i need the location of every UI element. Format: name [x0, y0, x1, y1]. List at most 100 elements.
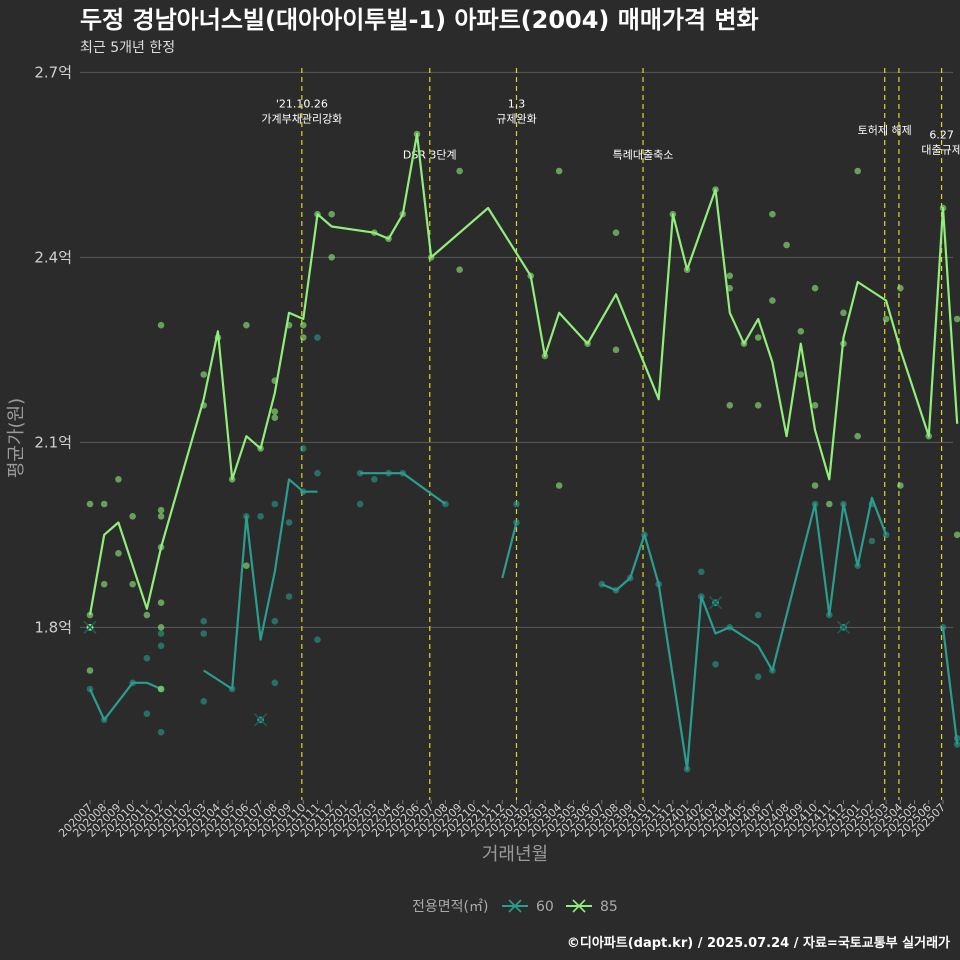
y-tick-label: 2.1억: [34, 433, 72, 451]
data-point: [157, 630, 165, 637]
data-point: [157, 624, 165, 631]
data-point: [157, 599, 165, 606]
series-line-85: [88, 132, 959, 616]
data-point: [371, 476, 378, 483]
data-point: [115, 550, 122, 557]
data-point: [100, 580, 108, 588]
data-point: [356, 500, 364, 508]
x-axis-label: 거래년월: [482, 844, 548, 865]
data-point: [825, 500, 833, 508]
y-tick-label: 1.8억: [34, 618, 72, 636]
data-point: [257, 513, 264, 520]
data-point: [854, 167, 861, 175]
data-point: [299, 321, 307, 329]
data-point: [328, 254, 335, 261]
data-point: [157, 685, 165, 693]
event-label: 1.3 규제완화: [496, 98, 536, 126]
data-point: [285, 593, 293, 600]
event-label: 토허제 해제: [858, 123, 912, 137]
data-point: [157, 321, 165, 329]
legend-item: 85: [566, 899, 618, 915]
data-point: [143, 611, 151, 619]
legend-label: 60: [536, 899, 554, 915]
data-point: [456, 266, 463, 273]
data-point: [754, 402, 762, 409]
y-tick-label: 2.4억: [34, 248, 72, 266]
data-point: [612, 346, 620, 354]
data-point: [200, 630, 208, 637]
data-point: [271, 617, 279, 625]
legend-item: 60: [502, 899, 554, 915]
data-point: [726, 402, 734, 409]
data-point: [271, 679, 279, 687]
data-point: [271, 408, 279, 415]
legend: 전용면적(㎡) 60 85: [412, 899, 618, 915]
data-point: [698, 568, 705, 576]
data-point: [143, 710, 151, 717]
event-label: 특례대출축소: [613, 149, 674, 162]
data-point: [328, 210, 335, 218]
data-point: [555, 167, 563, 175]
data-point: [200, 698, 208, 705]
data-point: [86, 500, 94, 508]
data-point: [115, 476, 122, 483]
data-point: [811, 482, 819, 489]
axes: 1.8억2.1억2.4억2.7억202007202008202009202010…: [34, 63, 948, 839]
data-point: [299, 334, 307, 341]
data-point: [314, 334, 321, 341]
data-point: [555, 482, 563, 489]
data-point: [200, 617, 208, 625]
data-point: [897, 482, 904, 489]
data-point: [754, 673, 762, 680]
data-layer: [83, 130, 960, 773]
data-point: [953, 315, 960, 323]
data-point: [86, 667, 94, 674]
data-point: [811, 402, 819, 409]
cross-marker: [254, 713, 268, 727]
legend-label: 85: [600, 899, 618, 915]
data-point: [314, 469, 321, 477]
data-point: [513, 500, 520, 508]
cross-marker: [83, 620, 97, 634]
caption: ©디아파트(dapt.kr) / 2025.07.24 / 자료=국토교통부 실…: [567, 935, 950, 951]
data-point: [882, 315, 890, 323]
data-point: [157, 728, 165, 736]
y-tick-label: 2.7억: [34, 63, 72, 81]
data-point: [157, 642, 165, 650]
data-point: [769, 210, 776, 218]
data-point: [271, 414, 279, 421]
data-point: [299, 445, 307, 452]
data-point: [712, 661, 719, 668]
data-point: [868, 537, 876, 545]
data-point: [769, 297, 776, 304]
data-point: [243, 321, 250, 329]
data-point: [797, 328, 805, 335]
data-point: [200, 371, 208, 378]
data-point: [314, 636, 321, 643]
data-point: [897, 284, 904, 292]
data-point: [157, 513, 165, 520]
data-point: [840, 309, 847, 317]
data-point: [456, 167, 463, 175]
data-point: [726, 272, 734, 280]
data-point: [129, 580, 136, 588]
data-point: [783, 241, 790, 249]
data-point: [754, 611, 762, 619]
chart-title: 두정 경남아너스빌(대아아이투빌-1) 아파트(2004) 매매가격 변화: [80, 6, 759, 34]
data-point: [811, 284, 819, 292]
data-point: [953, 531, 960, 539]
data-point: [797, 371, 805, 378]
data-point: [754, 334, 762, 341]
data-point: [243, 562, 250, 569]
event-label: DSR 3단계: [403, 149, 457, 162]
data-point: [854, 432, 861, 440]
data-point: [285, 519, 293, 526]
data-point: [612, 229, 620, 236]
event-label: 6.27 대출규제: [921, 129, 960, 157]
y-axis-label: 평균가(원): [6, 398, 27, 478]
chart-subtitle: 최근 5개년 한정: [80, 40, 175, 56]
cross-marker: [708, 596, 723, 610]
event-label: '21.10.26 가계부채관리강화: [261, 98, 342, 126]
